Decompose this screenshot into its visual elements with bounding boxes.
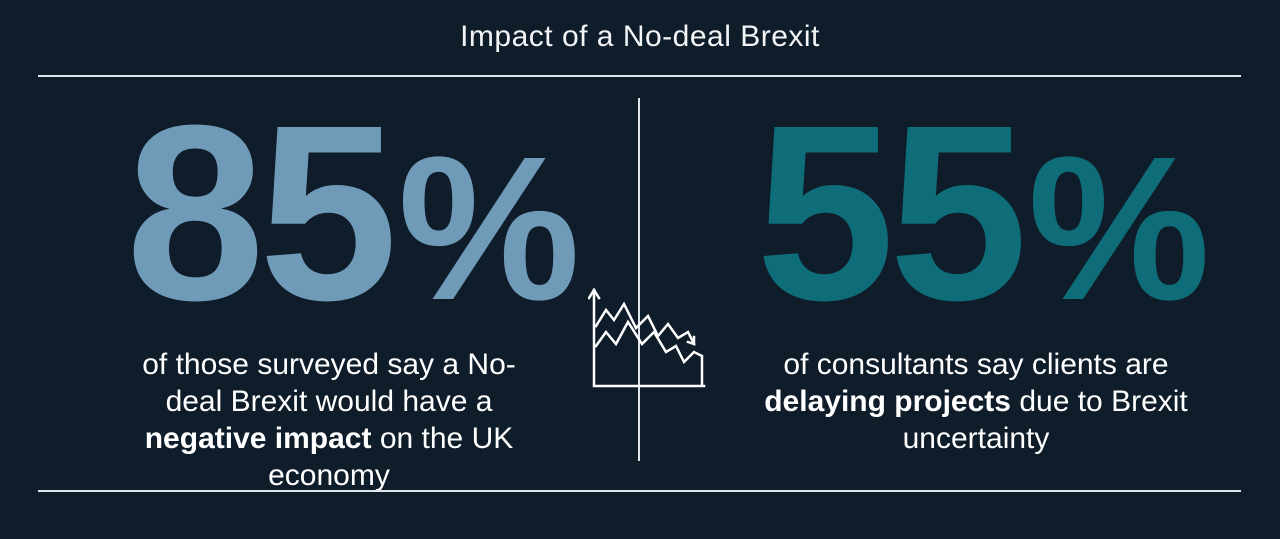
stat-number-right: 55 [755, 73, 1028, 352]
page-title: Impact of a No-deal Brexit [460, 20, 820, 53]
top-divider [38, 75, 1241, 77]
declining-chart-icon [588, 287, 706, 388]
stat-text-left-1: of those surveyed say a No-deal Brexit w… [142, 348, 516, 418]
bottom-divider [38, 490, 1241, 492]
stat-percent-left: % [397, 114, 580, 343]
stat-description-right: of consultants say clients are delaying … [756, 346, 1196, 457]
stat-text-left-bold: negative impact [144, 422, 372, 455]
stat-text-right-1: of consultants say clients are [783, 348, 1169, 381]
stat-text-right-bold: delaying projects [764, 385, 1011, 418]
stat-block-right: 55% of consultants say clients are delay… [700, 88, 1260, 457]
stat-number-left: 85 [125, 73, 398, 352]
stat-percent-right: % [1027, 114, 1210, 343]
stat-text-right-2: due to Brexit uncertainty [902, 385, 1188, 455]
stat-value-left: 85% [70, 88, 630, 338]
vertical-divider [638, 98, 640, 461]
stat-description-left: of those surveyed say a No-deal Brexit w… [114, 346, 544, 494]
stat-text-left-2: on the UK economy [268, 422, 514, 492]
stat-block-left: 85% of those surveyed say a No-deal Brex… [70, 88, 630, 494]
stat-value-right: 55% [700, 88, 1260, 338]
